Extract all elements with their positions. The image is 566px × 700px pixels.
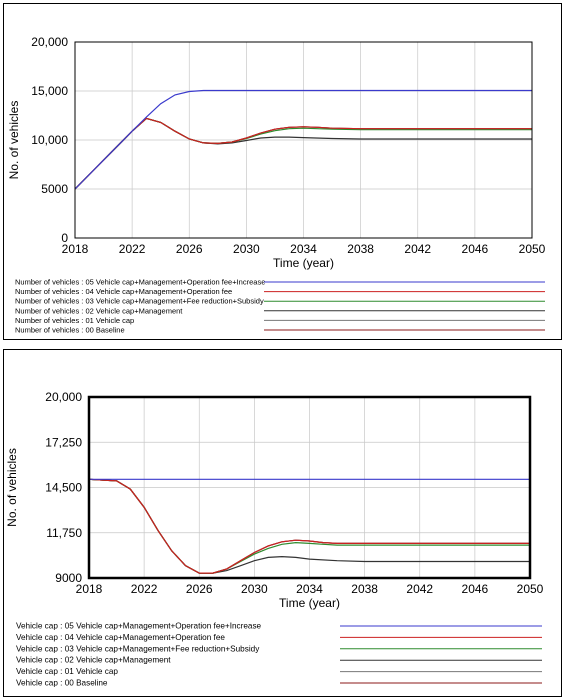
y-tick-label: 17,250 bbox=[45, 435, 82, 449]
x-tick-label: 2026 bbox=[176, 242, 203, 256]
x-tick-label: 2050 bbox=[517, 582, 544, 596]
y-tick-label: 10,000 bbox=[31, 133, 68, 147]
y-tick-label: 0 bbox=[61, 231, 68, 245]
legend-label: Number of vehicles : 01 Vehicle cap bbox=[15, 316, 134, 325]
x-tick-label: 2042 bbox=[404, 242, 431, 256]
y-tick-label: 14,500 bbox=[45, 481, 82, 495]
series-line bbox=[74, 89, 532, 190]
x-axis-label: Time (year) bbox=[273, 256, 334, 270]
y-axis-label: No. of vehicles bbox=[7, 101, 21, 180]
x-tick-label: 2018 bbox=[76, 582, 103, 596]
x-tick-label: 2038 bbox=[351, 582, 378, 596]
chart-panel-vehicles: 2018 2022 2026 2030 2034 2038 2042 2046 2050 0 500… bbox=[3, 3, 562, 340]
x-tick-label: 2022 bbox=[119, 242, 146, 256]
x-tick-label: 2018 bbox=[62, 242, 89, 256]
legend-label: Vehicle cap : 02 Vehicle cap+Management bbox=[16, 656, 171, 665]
x-tick-label: 2042 bbox=[406, 582, 433, 596]
x-tick-label: 2030 bbox=[233, 242, 260, 256]
legend-label: Number of vehicles : 02 Vehicle cap+Mana… bbox=[15, 306, 183, 315]
x-tick-label: 2050 bbox=[519, 242, 546, 256]
legend-label: Vehicle cap : 04 Vehicle cap+Management+… bbox=[16, 633, 225, 642]
series-line bbox=[74, 117, 532, 190]
x-tick-label: 2034 bbox=[290, 242, 317, 256]
legend-label: Vehicle cap : 03 Vehicle cap+Management+… bbox=[16, 644, 260, 653]
x-tick-label: 2046 bbox=[462, 582, 489, 596]
legend-label: Number of vehicles : 03 Vehicle cap+Mana… bbox=[15, 297, 264, 306]
y-tick-label: 15,000 bbox=[31, 84, 68, 98]
legend-label: Vehicle cap : 00 Baseline bbox=[16, 679, 108, 688]
x-axis-label: Time (year) bbox=[279, 596, 340, 610]
y-tick-label: 20,000 bbox=[45, 390, 82, 404]
x-tick-label: 2026 bbox=[186, 582, 213, 596]
chart-panel-vehicle-cap: 2018 2022 2026 2030 2034 2038 2042 2046 2050 9000… bbox=[3, 349, 562, 697]
x-tick-label: 2046 bbox=[462, 242, 489, 256]
legend-label: Number of vehicles : 04 Vehicle cap+Mana… bbox=[15, 287, 232, 296]
y-tick-label: 11,750 bbox=[46, 526, 82, 540]
y-tick-label: 9000 bbox=[55, 571, 82, 585]
plot-area bbox=[74, 41, 533, 239]
x-tick-label: 2034 bbox=[296, 582, 323, 596]
y-axis-label: No. of vehicles bbox=[5, 448, 19, 527]
legend-label: Vehicle cap : 01 Vehicle cap bbox=[16, 667, 118, 676]
x-tick-label: 2038 bbox=[347, 242, 374, 256]
y-tick-label: 5000 bbox=[41, 182, 68, 196]
legend-label: Number of vehicles : 00 Baseline bbox=[15, 326, 125, 335]
x-tick-label: 2022 bbox=[131, 582, 158, 596]
y-tick-label: 20,000 bbox=[31, 35, 68, 49]
plot-area bbox=[87, 395, 532, 580]
legend-label: Number of vehicles : 05 Vehicle cap+Mana… bbox=[15, 278, 265, 287]
x-tick-label: 2030 bbox=[241, 582, 268, 596]
chart-svg-vehicles: 2018 2022 2026 2030 2034 2038 2042 2046 2050 0 500… bbox=[7, 35, 546, 335]
series-line bbox=[88, 478, 530, 574]
chart-svg-vehicle-cap: 2018 2022 2026 2030 2034 2038 2042 2046 2050 9000… bbox=[5, 390, 544, 688]
legend-label: Vehicle cap : 05 Vehicle cap+Management+… bbox=[16, 622, 262, 631]
